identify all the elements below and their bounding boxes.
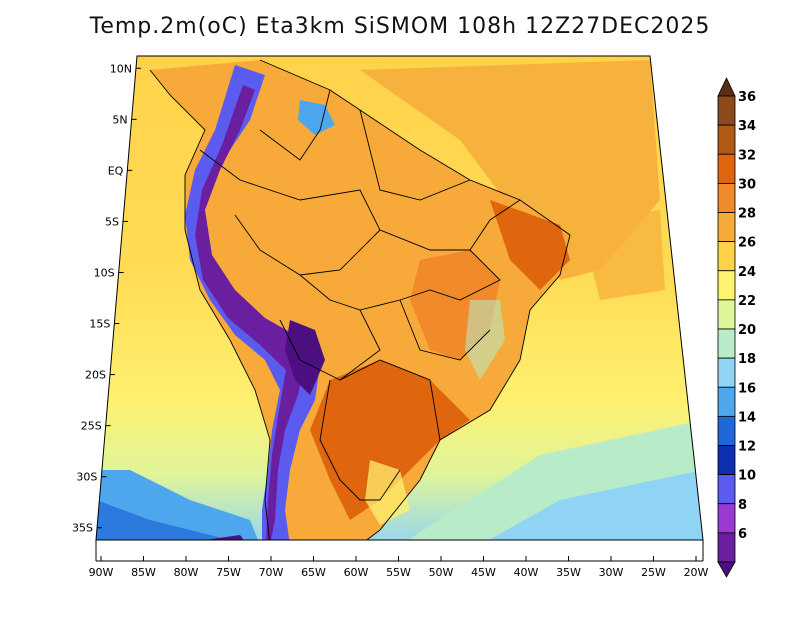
latitude-axis: 10N 5N EQ 5S 10S 15S 20S 25S 30S 35S bbox=[72, 62, 141, 535]
colorbar-swatch bbox=[717, 474, 736, 505]
x-tick-label: 55W bbox=[386, 566, 411, 579]
uruguay-mild bbox=[365, 460, 410, 525]
x-tick-label: 35W bbox=[556, 566, 581, 579]
highlands-cool bbox=[465, 300, 505, 380]
andes-coldest-core bbox=[195, 85, 305, 540]
x-tick-label: 40W bbox=[514, 566, 539, 579]
x-tick-label: 70W bbox=[259, 566, 284, 579]
south-america-land bbox=[150, 60, 570, 540]
colorbar-swatch bbox=[717, 415, 736, 446]
colorbar-swatch bbox=[717, 532, 736, 563]
colorbar-swatch bbox=[717, 270, 736, 301]
y-tick-label: 5N bbox=[112, 113, 127, 126]
colorbar-swatch bbox=[717, 299, 736, 330]
colorbar-label: 24 bbox=[738, 265, 756, 280]
x-tick-label: 30W bbox=[599, 566, 624, 579]
amazon-north bbox=[260, 90, 400, 190]
colorbar-label: 10 bbox=[738, 469, 756, 484]
colorbar-swatch bbox=[717, 95, 736, 126]
y-tick-label: 5S bbox=[105, 215, 119, 228]
colorbar-swatch bbox=[717, 445, 736, 476]
map-title: Temp.2m(oC) Eta3km SiSMOM 108h 12Z27DEC2… bbox=[89, 14, 711, 39]
colorbar-label: 6 bbox=[738, 527, 747, 542]
patagonia-cold-spot bbox=[200, 535, 250, 540]
colorbar-label: 18 bbox=[738, 352, 756, 367]
x-tick-label: 20W bbox=[684, 566, 709, 579]
colder-south-pacific bbox=[96, 500, 230, 540]
colorbar-bottom-arrow bbox=[717, 561, 736, 578]
colorbar-swatch bbox=[717, 153, 736, 184]
y-tick-label: 15S bbox=[89, 318, 110, 331]
colorbar-label: 12 bbox=[738, 440, 756, 455]
colorbar-label: 26 bbox=[738, 236, 756, 251]
colorbar-label: 30 bbox=[738, 177, 756, 192]
y-tick-label: 10S bbox=[94, 266, 115, 279]
colorbar-swatch bbox=[717, 182, 736, 213]
x-tick-label: 45W bbox=[471, 566, 496, 579]
x-tick-label: 75W bbox=[216, 566, 241, 579]
colorbar-swatch bbox=[717, 212, 736, 243]
y-tick-label: 10N bbox=[110, 62, 132, 75]
country-borders bbox=[149, 59, 571, 540]
x-tick-label: 50W bbox=[429, 566, 454, 579]
colorbar-label: 14 bbox=[738, 410, 756, 425]
y-tick-label: 20S bbox=[85, 369, 106, 382]
y-tick-label: 35S bbox=[72, 522, 93, 535]
colorbar-label: 36 bbox=[738, 90, 756, 105]
warm-atlantic-east bbox=[580, 210, 665, 300]
colorbar-swatch bbox=[717, 124, 736, 155]
colorbar-swatch bbox=[717, 328, 736, 359]
x-tick-label: 80W bbox=[174, 566, 199, 579]
colorbar-swatch bbox=[717, 241, 736, 272]
colorbar-swatch bbox=[717, 386, 736, 417]
colder-south-atlantic bbox=[480, 470, 703, 540]
colorbar-label: 22 bbox=[738, 294, 756, 309]
colorbar-label: 34 bbox=[738, 119, 756, 134]
temperature-field bbox=[96, 56, 703, 540]
hot-northeast-brazil bbox=[490, 200, 570, 290]
temperature-colorbar: 36 34 32 30 28 26 24 22 20 18 16 14 12 10 8 6 bbox=[717, 77, 756, 578]
colorbar-swatch bbox=[717, 503, 736, 534]
x-tick-label: 25W bbox=[641, 566, 666, 579]
colorbar-label: 8 bbox=[738, 498, 747, 513]
colorbar-label: 16 bbox=[738, 381, 756, 396]
colorbar-top-arrow bbox=[717, 77, 736, 97]
colorbar-label: 20 bbox=[738, 323, 756, 338]
x-tick-label: 60W bbox=[344, 566, 369, 579]
hot-southern-interior bbox=[310, 360, 470, 520]
y-tick-label: 30S bbox=[76, 471, 97, 484]
y-tick-label: EQ bbox=[108, 164, 124, 177]
altiplano-core bbox=[285, 320, 325, 395]
y-tick-label: 25S bbox=[81, 420, 102, 433]
x-tick-label: 65W bbox=[301, 566, 326, 579]
colorbar-label: 28 bbox=[738, 207, 756, 222]
longitude-axis: 90W 85W 80W 75W 70W 65W 60W 55W 50W 45W 40W 35W 30W 2… bbox=[89, 556, 709, 579]
x-tick-label: 85W bbox=[131, 566, 156, 579]
x-tick-label: 90W bbox=[89, 566, 114, 579]
colorbar-swatch bbox=[717, 357, 736, 388]
colorbar-label: 32 bbox=[738, 148, 756, 163]
